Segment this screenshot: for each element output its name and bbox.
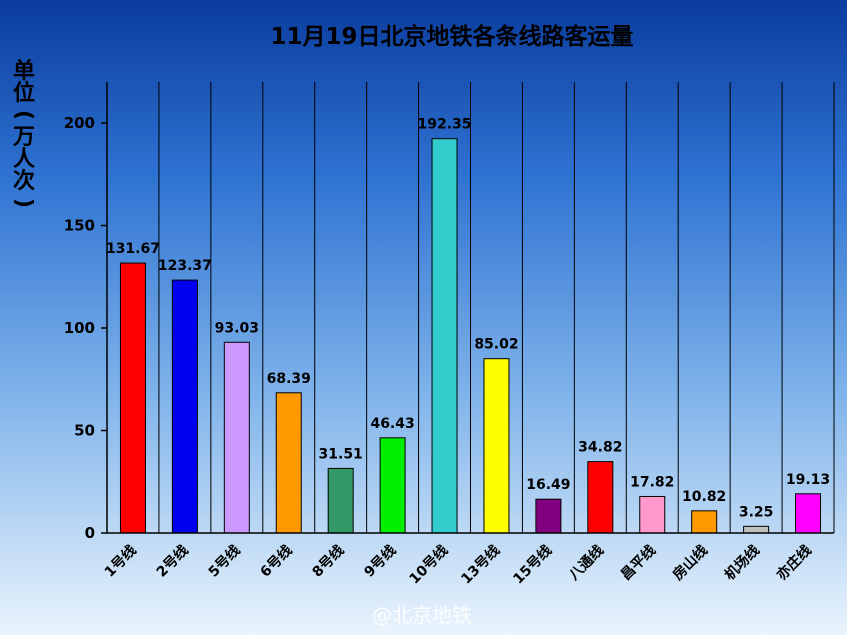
x-tick-label: 5号线 xyxy=(205,542,244,581)
bar xyxy=(275,392,302,534)
x-tick-label: 机场线 xyxy=(721,542,763,584)
x-tick-label: 10号线 xyxy=(406,542,452,588)
bar xyxy=(587,461,614,534)
data-label: 31.51 xyxy=(319,446,363,462)
y-axis-label-char: 人 xyxy=(13,147,35,172)
bar xyxy=(171,279,198,534)
data-label: 46.43 xyxy=(370,416,414,432)
bar xyxy=(223,341,250,534)
x-tick-label: 6号线 xyxy=(257,542,296,581)
watermark: @北京地铁 xyxy=(372,603,472,627)
y-tick-label: 150 xyxy=(64,217,95,235)
x-tick-label: 13号线 xyxy=(458,542,504,588)
y-axis-label-char: 次 xyxy=(13,168,35,194)
x-tick-label: 昌平线 xyxy=(617,542,659,584)
bar xyxy=(535,498,562,534)
x-tick-label: 2号线 xyxy=(153,542,192,581)
y-axis: 0 50 100 150 200 xyxy=(64,82,108,542)
y-axis-label-char: 万 xyxy=(12,125,35,150)
y-tick-label: 0 xyxy=(85,524,95,542)
data-label: 3.25 xyxy=(739,504,774,520)
data-label: 16.49 xyxy=(526,477,570,493)
y-tick-label: 100 xyxy=(64,319,95,337)
x-tick-label: 8号线 xyxy=(309,542,348,581)
x-tick-label: 9号线 xyxy=(361,542,400,581)
data-label: 192.35 xyxy=(418,117,472,133)
data-label: 19.13 xyxy=(786,472,830,488)
x-axis: 1号线 2号线 5号线 6号线 8号线 9号线 10号线 13号线 15号线 八通线 昌平线 房山线机… xyxy=(101,532,834,588)
bar xyxy=(379,437,406,534)
bar xyxy=(795,493,822,534)
x-tick-label: 八通线 xyxy=(565,542,607,584)
bar xyxy=(483,358,510,534)
y-axis-label: 单位 ( 万人次) xyxy=(11,59,36,208)
x-tick-label: 15号线 xyxy=(510,542,556,588)
y-axis-label-char: 位 xyxy=(13,80,35,106)
data-label: 131.67 xyxy=(106,241,160,257)
chart-title: 11月19日北京地铁各条线路客运量 xyxy=(270,23,633,50)
bars xyxy=(119,138,822,534)
bar xyxy=(431,138,458,534)
data-label: 123.37 xyxy=(158,258,212,274)
data-label: 68.39 xyxy=(267,371,311,387)
bar xyxy=(639,495,666,534)
data-label: 17.82 xyxy=(630,474,674,490)
y-axis-label-char: 单 xyxy=(13,59,35,84)
data-label: 93.03 xyxy=(215,320,259,336)
y-axis-label-char: ( xyxy=(11,110,36,120)
category-separators xyxy=(106,82,835,533)
bar xyxy=(691,510,718,534)
data-label: 85.02 xyxy=(474,337,518,353)
data-label: 10.82 xyxy=(682,489,726,505)
y-tick-label: 200 xyxy=(64,114,95,132)
x-tick-label: 房山线 xyxy=(669,542,711,584)
y-axis-label-char: ) xyxy=(11,198,36,208)
bar xyxy=(327,467,354,534)
bar xyxy=(743,525,770,534)
bar xyxy=(119,262,146,534)
data-label: 34.82 xyxy=(578,440,622,456)
x-tick-label: 1号线 xyxy=(101,542,140,581)
x-tick-label: 亦庄线 xyxy=(773,542,815,584)
y-tick-label: 50 xyxy=(74,422,95,440)
